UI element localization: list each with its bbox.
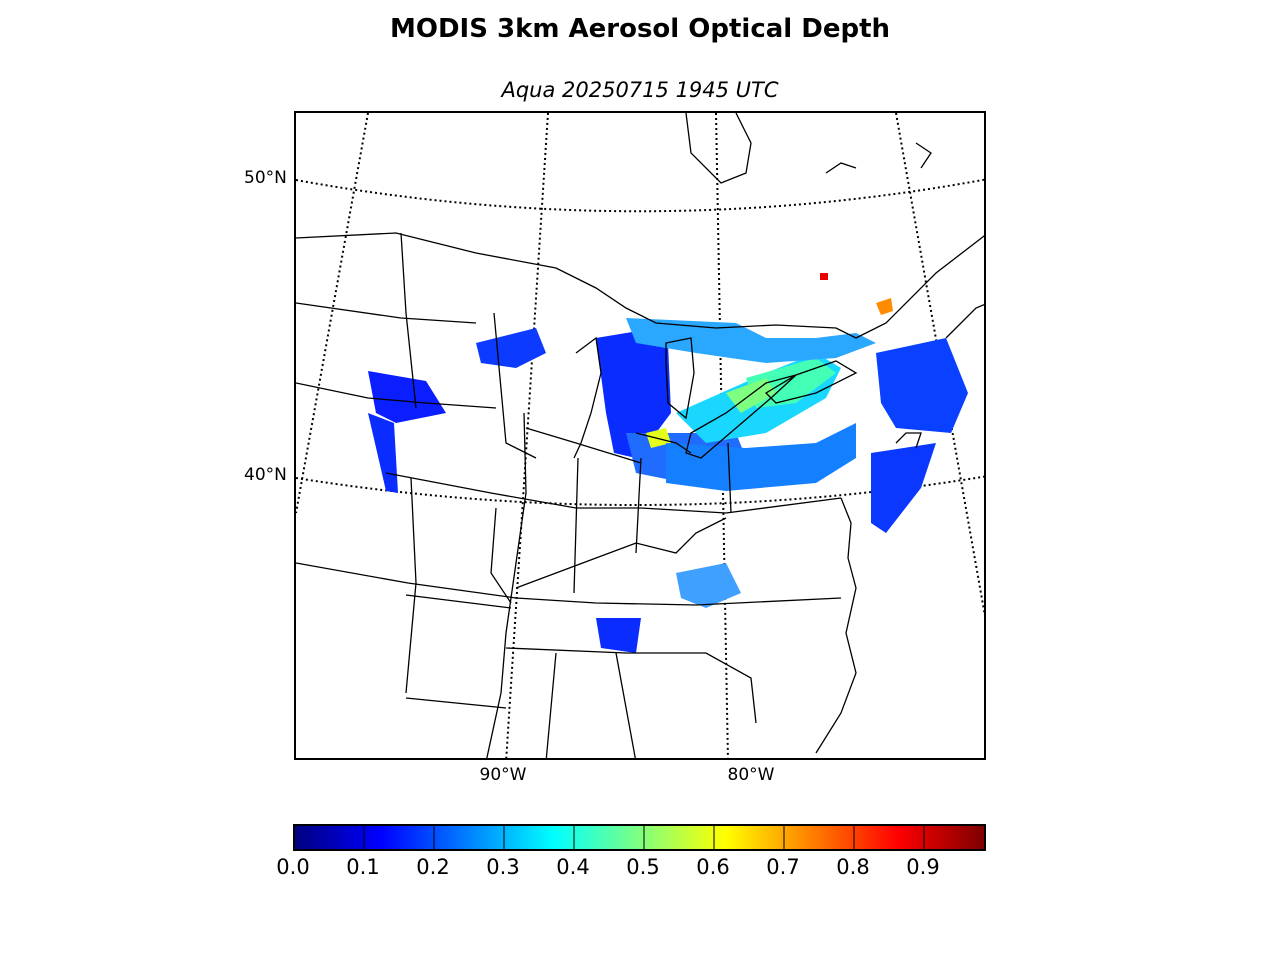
state-borders-central bbox=[385, 442, 842, 694]
state-borders-north bbox=[296, 232, 642, 464]
lon-label-80w: 80°W bbox=[727, 765, 775, 785]
east-coast bbox=[815, 303, 984, 754]
lat-label-50n: 50°N bbox=[244, 168, 287, 188]
aod-patch-north bbox=[626, 318, 876, 363]
colorbar bbox=[293, 824, 986, 851]
meridian-90w bbox=[505, 113, 549, 758]
meridian-75w bbox=[895, 113, 984, 617]
colorbar-tick-4: 0.4 bbox=[556, 855, 590, 879]
colorbar-ticks bbox=[363, 826, 925, 849]
aod-patch-tn bbox=[596, 618, 641, 653]
colorbar-tick-6: 0.6 bbox=[696, 855, 730, 879]
aod-patch-mid-atlantic bbox=[871, 443, 936, 533]
aod-patch-iowa bbox=[368, 371, 446, 423]
colorbar-tick-7: 0.7 bbox=[766, 855, 800, 879]
mississippi-river bbox=[486, 412, 527, 758]
lat-label-40n: 40°N bbox=[244, 465, 287, 485]
aod-patch-great-lakes bbox=[596, 328, 671, 458]
aod-patch-quebec-orange bbox=[876, 298, 893, 315]
map-plot-area bbox=[294, 111, 986, 760]
aod-map-canvas bbox=[296, 113, 984, 758]
colorbar-tick-8: 0.8 bbox=[836, 855, 870, 879]
aod-patch-quebec-red bbox=[820, 273, 828, 280]
aod-patch-iowa-sw bbox=[368, 413, 398, 493]
aod-patch-ky bbox=[676, 563, 741, 608]
parallel-50n bbox=[296, 178, 984, 213]
colorbar-tick-2: 0.2 bbox=[416, 855, 450, 879]
us-canada-border bbox=[296, 232, 984, 339]
hudson-bay-coast bbox=[685, 113, 932, 184]
colorbar-tick-5: 0.5 bbox=[626, 855, 660, 879]
meridian-95w bbox=[296, 113, 369, 514]
aod-patch-new-england bbox=[876, 338, 968, 433]
colorbar-tick-0: 0.0 bbox=[276, 855, 310, 879]
aod-data-layer bbox=[368, 273, 968, 653]
colorbar-tick-1: 0.1 bbox=[346, 855, 380, 879]
ohio-river bbox=[515, 517, 727, 589]
aod-patch-ohio-penn bbox=[666, 423, 856, 491]
boundaries bbox=[296, 113, 984, 758]
great-lakes bbox=[573, 336, 858, 459]
figure-title: MODIS 3km Aerosol Optical Depth bbox=[389, 14, 891, 44]
colorbar-tick-3: 0.3 bbox=[486, 855, 520, 879]
colorbar-tick-9: 0.9 bbox=[906, 855, 940, 879]
lon-label-90w: 90°W bbox=[479, 765, 527, 785]
meridian-85w bbox=[715, 113, 729, 758]
figure-subtitle: Aqua 20250715 1945 UTC bbox=[501, 78, 779, 102]
colorbar-gradient bbox=[295, 826, 984, 849]
aod-patch-wisconsin bbox=[476, 328, 546, 368]
state-borders-south bbox=[296, 562, 842, 758]
